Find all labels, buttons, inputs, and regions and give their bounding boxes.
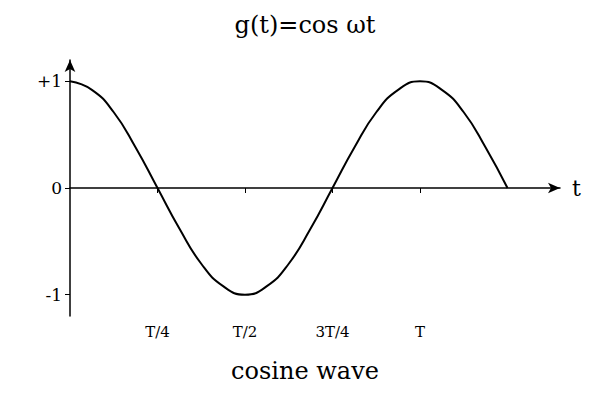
svg-text:0: 0 [51, 178, 62, 198]
svg-text:T: T [415, 323, 425, 341]
svg-text:+1: +1 [37, 71, 62, 91]
svg-text:T/2: T/2 [233, 323, 258, 341]
svg-text:T/4: T/4 [145, 323, 170, 341]
svg-text:g(t)=cos ωt: g(t)=cos ωt [235, 11, 376, 39]
svg-text:-1: -1 [45, 285, 62, 305]
svg-text:3T/4: 3T/4 [315, 323, 349, 341]
svg-text:t: t [572, 176, 581, 201]
svg-text:cosine wave: cosine wave [231, 357, 379, 385]
